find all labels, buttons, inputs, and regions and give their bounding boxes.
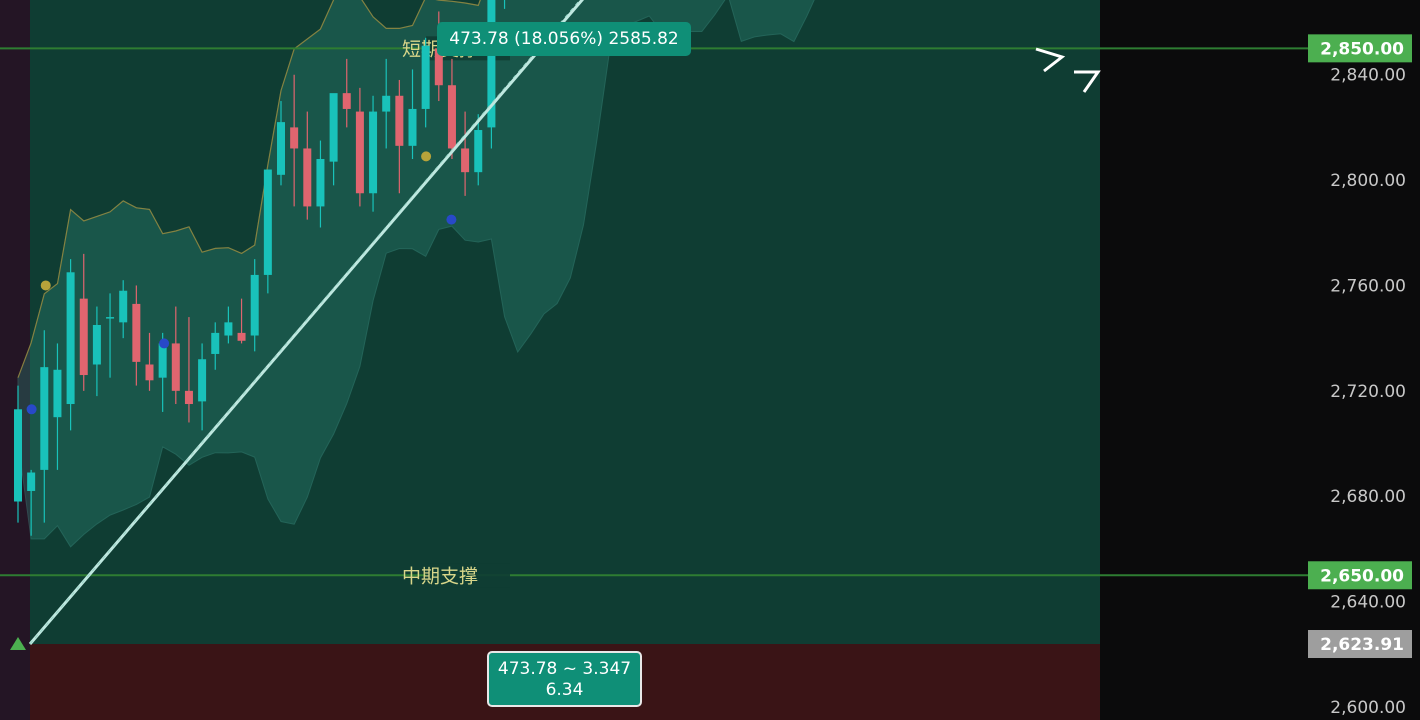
- trend-dashed-line: [29, 0, 581, 645]
- price-tags-layer: 3,100.003,097.693,072.513,029.473,022.07…: [1308, 34, 1412, 659]
- price-tag-label: 2,623.91: [1320, 635, 1404, 655]
- candle-body: [408, 108, 417, 146]
- arrow-head-icon: [1035, 47, 1066, 73]
- candle-body: [421, 45, 430, 109]
- signal-dot: [421, 151, 432, 162]
- measure-bottom-line1: 473.78 ~ 3.347: [497, 659, 632, 679]
- price-tag: [1308, 561, 1412, 590]
- candle-body: [487, 0, 496, 128]
- candle-body: [224, 322, 233, 336]
- arrow-head-icon: [1074, 70, 1101, 93]
- signal-dot: [446, 214, 457, 225]
- level-label: 中期支撑: [402, 565, 478, 587]
- candle-body: [53, 369, 62, 418]
- price-tag: [1308, 630, 1412, 659]
- markers-layer: [10, 151, 457, 650]
- candle-body: [92, 324, 101, 365]
- candle-body: [79, 298, 88, 376]
- buy-arrow-icon: [10, 637, 26, 650]
- price-tag: [1308, 34, 1412, 63]
- candle-body: [250, 274, 259, 336]
- candle-body: [211, 332, 220, 354]
- level-label-bg: [426, 563, 510, 588]
- candle-body: [198, 359, 207, 402]
- candle-body: [277, 122, 285, 175]
- candle-body: [329, 93, 338, 162]
- candle-body: [395, 95, 404, 146]
- measure-zone: [30, 0, 1100, 645]
- measure-bottom-label: 473.78 ~ 3.347 6.34: [487, 651, 642, 707]
- candle-body: [132, 303, 141, 362]
- candle-body: [316, 159, 325, 207]
- candle-body: [119, 290, 128, 323]
- candle-body: [355, 111, 364, 194]
- candles-layer: [14, 0, 506, 536]
- candle-body: [263, 169, 272, 275]
- signal-dot: [40, 280, 51, 291]
- signal-dot: [159, 338, 170, 349]
- measure-bottom-line2: 6.34: [545, 680, 584, 700]
- signal-dot: [26, 404, 37, 415]
- candle-body: [369, 111, 378, 194]
- trend-line: [28, 0, 585, 645]
- candle-body: [447, 85, 456, 149]
- candle-body: [158, 343, 167, 378]
- candle-body: [184, 390, 193, 405]
- axis-tick-label: 2,840.00: [1330, 66, 1406, 86]
- candle-body: [461, 148, 470, 173]
- candle-body: [40, 367, 49, 470]
- measure-top-label: 473.78 (18.056%) 2585.82: [437, 22, 691, 56]
- price-tag-label: 2,650.00: [1320, 566, 1404, 586]
- bollinger-bands-layer: [17, 0, 815, 548]
- axis-tick-label: 2,720.00: [1330, 382, 1406, 402]
- axis-tick-label: 2,680.00: [1330, 487, 1406, 507]
- candle-body: [106, 317, 115, 319]
- price-tag-label: 2,850.00: [1320, 39, 1404, 59]
- candle-body: [237, 332, 246, 341]
- candle-body: [342, 93, 351, 109]
- candle-body: [145, 364, 154, 381]
- candle-body: [290, 127, 299, 149]
- candle-body: [27, 472, 36, 491]
- drawings-layer: [28, 0, 1101, 645]
- candle-body: [303, 148, 312, 207]
- candle-body: [66, 272, 75, 405]
- axis-background: [1308, 0, 1420, 720]
- candle-body: [434, 48, 443, 86]
- candle-body: [14, 409, 22, 502]
- axis-tick-label: 2,600.00: [1330, 698, 1406, 718]
- axis-tick-label: 2,640.00: [1330, 593, 1406, 613]
- axis-tick-label: 2,760.00: [1330, 276, 1406, 296]
- candle-body: [171, 343, 180, 391]
- candle-body: [474, 130, 483, 173]
- band-upper-line: [17, 0, 481, 378]
- axis-tick-label: 2,800.00: [1330, 171, 1406, 191]
- price-axis: 2,600.00 2,640.00 2,680.00 2,720.00 2,760.00…: [1308, 0, 1420, 720]
- candle-body: [382, 95, 391, 112]
